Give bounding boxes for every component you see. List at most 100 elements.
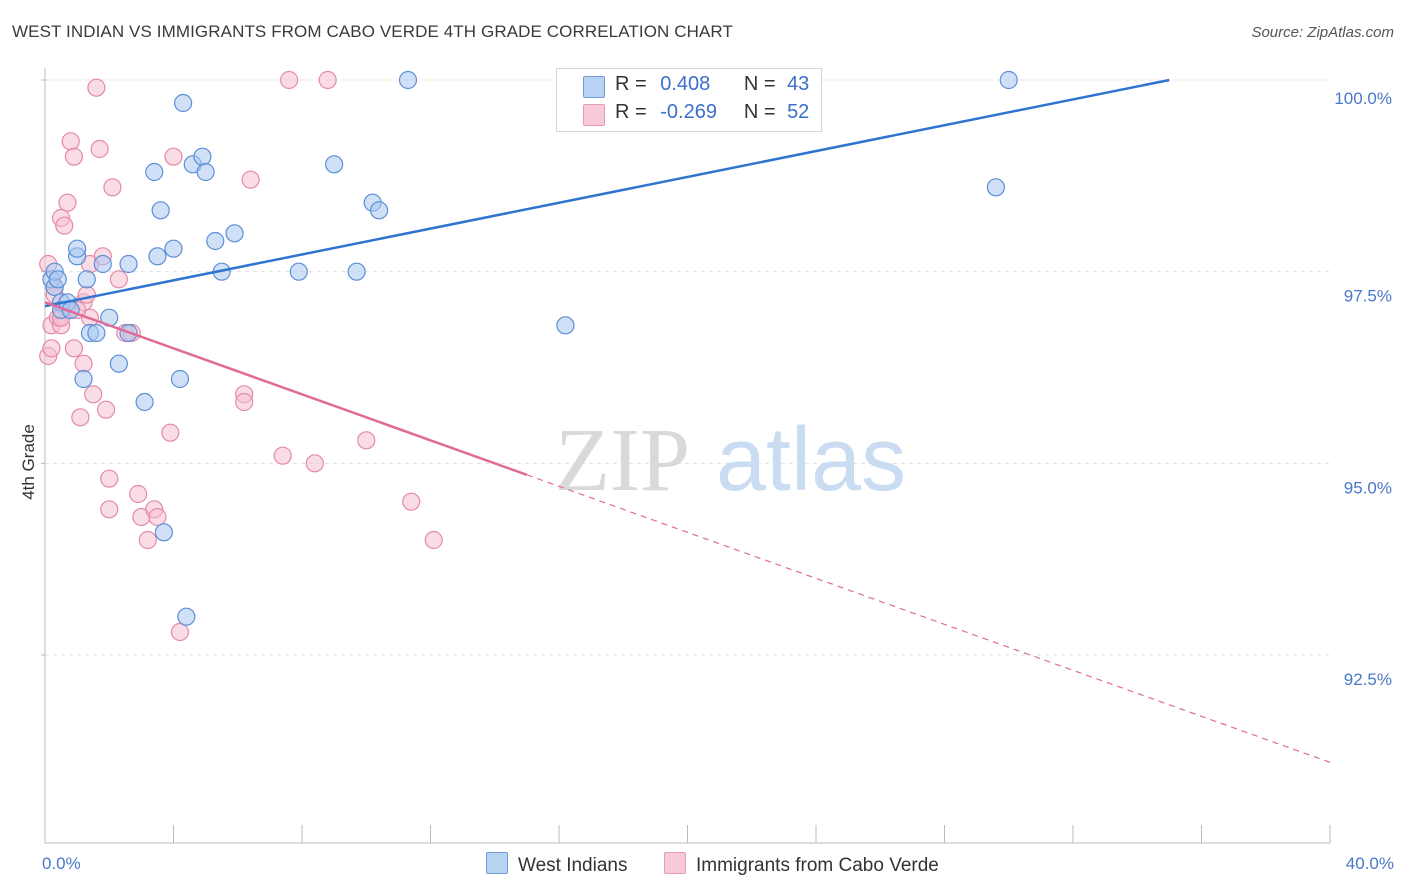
cabo-verde-point <box>241 170 260 189</box>
trend-lines <box>44 78 1331 763</box>
west-indian-point <box>87 323 106 343</box>
west-indian-point <box>154 523 173 542</box>
y-tick-label: 97.5% <box>1344 287 1392 306</box>
west-indian-point <box>77 270 96 289</box>
legend-west-indians[interactable]: West Indians <box>486 852 627 877</box>
blue-swatch <box>486 852 508 874</box>
west-indian-point <box>164 239 183 258</box>
west-indian-point <box>93 254 112 274</box>
blue-swatch <box>583 76 605 98</box>
cabo-verde-point <box>100 500 119 519</box>
west-indian-point <box>999 70 1018 90</box>
cabo-verde-point <box>424 530 443 550</box>
west-indian-point <box>148 247 167 266</box>
n-value-west-indians: 43 <box>787 73 810 95</box>
cabo-verde-point <box>74 354 93 373</box>
n-value-cabo-verde: 52 <box>787 101 810 123</box>
cabo-verde-point <box>55 216 74 235</box>
cabo-verde-point <box>305 454 324 473</box>
cabo-verde-point <box>77 285 96 304</box>
cabo-verde-point <box>280 70 299 90</box>
cabo-verde-point <box>318 70 337 90</box>
cabo-verde-point <box>90 139 109 159</box>
west-indian-point <box>68 239 87 258</box>
y-axis-title: 4th Grade <box>19 424 38 500</box>
x-tick-labels: 0.0% 40.0% <box>42 854 1394 873</box>
cabo-verde-point <box>61 132 80 151</box>
cabo-verde-point <box>100 469 119 488</box>
cabo-verde-point <box>357 431 376 450</box>
west-indian-point <box>174 93 193 113</box>
west-indian-points <box>42 70 1018 626</box>
west-indian-point <box>119 254 138 274</box>
west-indian-point <box>193 147 212 166</box>
cabo-verde-point <box>129 484 148 504</box>
west-indian-point <box>135 392 154 412</box>
cabo-verde-point <box>273 446 292 465</box>
chart-title: WEST INDIAN VS IMMIGRANTS FROM CABO VERD… <box>12 22 733 41</box>
cabo-verde-point <box>42 339 61 358</box>
cabo-verde-point <box>71 408 90 427</box>
n-label: N = <box>743 101 776 123</box>
cabo-verde-point <box>161 423 180 442</box>
cabo-verde-point <box>58 193 77 212</box>
cabo-verde-point <box>87 78 106 97</box>
west-indian-point <box>225 224 244 243</box>
watermark-atlas: atlas <box>716 410 906 510</box>
west-indian-point <box>986 178 1006 197</box>
west-indian-point <box>170 369 190 389</box>
n-label: N = <box>743 73 776 95</box>
r-label: R = <box>615 73 647 95</box>
r-label: R = <box>615 101 647 123</box>
cabo-verde-point <box>402 492 421 511</box>
source-label: Source: ZipAtlas.com <box>1251 24 1394 41</box>
cabo-verde-point <box>235 392 254 412</box>
west-indian-point <box>206 231 225 251</box>
cabo-verde-trend-extension <box>526 474 1331 763</box>
cabo-verde-point <box>84 385 103 404</box>
r-value-west-indians: 0.408 <box>660 73 711 95</box>
y-tick-labels: 100.0% 97.5% 95.0% 92.5% <box>1334 89 1392 689</box>
cabo-verde-point <box>96 400 116 419</box>
cabo-verde-point <box>103 178 122 197</box>
west-indian-point <box>48 270 67 289</box>
x-tick-label-min: 0.0% <box>42 854 81 873</box>
correlation-legend: R = 0.408 N = 43 R = -0.269 N = 52 <box>556 68 822 132</box>
watermark-zip: ZIP <box>555 411 690 510</box>
cabo-verde-point <box>109 270 128 289</box>
west-indian-point <box>74 369 93 389</box>
cabo-verde-point <box>138 530 157 550</box>
cabo-verde-point <box>64 339 84 358</box>
cabo-verde-point <box>170 622 190 642</box>
cabo-verde-points <box>39 70 443 642</box>
y-tick-label: 95.0% <box>1344 478 1392 497</box>
west-indian-point <box>196 162 215 182</box>
watermark: ZIP atlas <box>555 410 906 510</box>
west-indian-point <box>151 201 170 220</box>
west-indian-point <box>177 607 196 626</box>
gridlines <box>45 79 1330 656</box>
cabo-verde-point <box>164 147 183 166</box>
west-indian-point <box>370 201 389 220</box>
x-tick-label-max: 40.0% <box>1346 854 1394 873</box>
axes <box>41 68 1331 844</box>
west-indian-point <box>556 316 575 335</box>
west-indian-point <box>145 162 164 182</box>
pink-swatch <box>664 852 686 874</box>
pink-swatch <box>583 104 605 126</box>
west-indian-point <box>325 155 344 174</box>
west-indian-trend-line <box>44 78 1170 308</box>
y-tick-label: 92.5% <box>1344 670 1392 689</box>
legend-label-west-indians: West Indians <box>518 855 628 876</box>
y-tick-label: 100.0% <box>1334 89 1392 108</box>
legend-label-cabo-verde: Immigrants from Cabo Verde <box>696 855 939 876</box>
west-indian-point <box>109 354 128 373</box>
cabo-verde-point <box>64 147 84 166</box>
legend-cabo-verde[interactable]: Immigrants from Cabo Verde <box>664 852 939 877</box>
r-value-cabo-verde: -0.269 <box>660 101 717 123</box>
cabo-verde-point <box>148 507 167 527</box>
west-indian-point <box>347 262 366 281</box>
west-indian-point <box>289 262 308 281</box>
cabo-verde-trend-line <box>44 301 528 477</box>
